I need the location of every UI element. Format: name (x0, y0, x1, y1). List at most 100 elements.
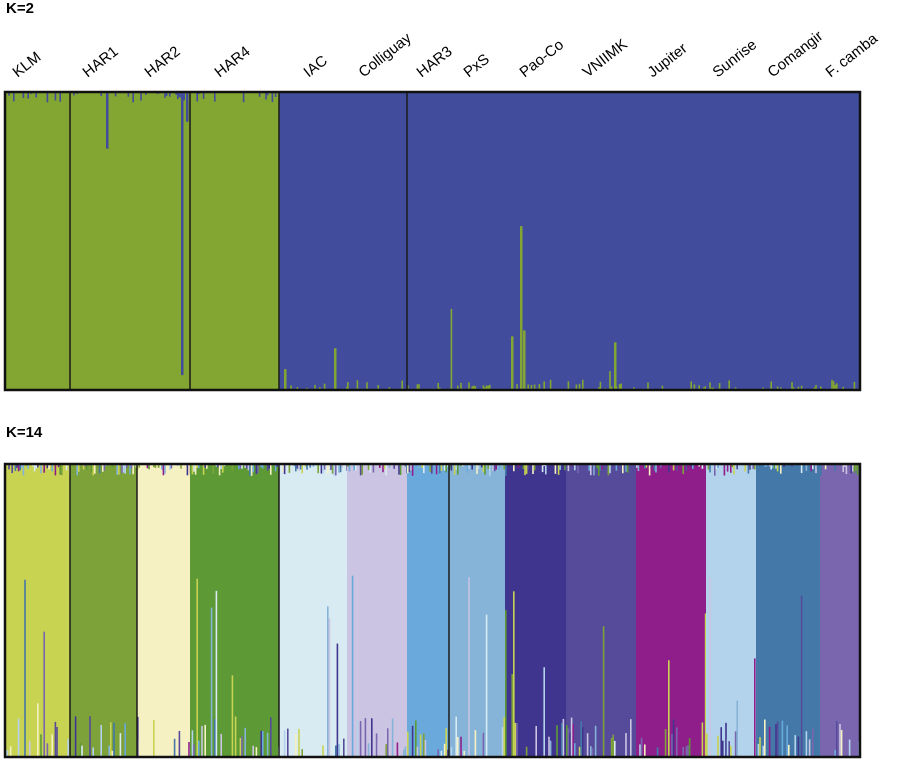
k2-admixture-sliver (175, 92, 177, 95)
k14-admixture-sliver (601, 464, 603, 470)
k14-admixture-sliver (262, 464, 264, 469)
k14-admixture-sliver (276, 464, 278, 467)
k14-admixture-sliver (551, 464, 553, 474)
k14-admixture-sliver (270, 464, 272, 475)
k14-admixture-sliver (304, 464, 307, 467)
k14-admixture-sliver (503, 464, 505, 470)
k14-admixture-sliver (477, 464, 480, 470)
k14-admixture-sliver (457, 737, 459, 757)
k2-admixture-spike (520, 226, 523, 390)
k2-admixture-sliver (388, 387, 391, 390)
k14-admixture-sliver (644, 464, 646, 469)
k14-admixture-sliver (17, 464, 20, 472)
k14-admixture-sliver (614, 740, 616, 757)
k14-admixture-sliver (570, 717, 573, 757)
k14-admixture-sliver (29, 740, 31, 757)
k14-admixture-sliver (598, 464, 600, 476)
k14-admixture-sliver (788, 744, 790, 757)
k14-admixture-sliver (132, 464, 134, 475)
k14-population-bar (137, 464, 190, 757)
k14-admixture-sliver (129, 464, 131, 475)
k2-admixture-sliver (407, 385, 409, 390)
k14-admixture-sliver (201, 725, 203, 757)
k2-admixture-sliver (797, 386, 800, 390)
k14-admixture-sliver (513, 464, 515, 472)
k14-admixture-sliver (178, 730, 181, 757)
k14-admixture-sliver (437, 464, 439, 472)
k14-admixture-sliver (327, 606, 329, 757)
k14-admixture-sliver (468, 577, 470, 757)
k14-admixture-sliver (543, 667, 545, 757)
k14-admixture-sliver (655, 464, 657, 473)
k14-admixture-sliver (593, 464, 595, 476)
k14-admixture-sliver (416, 746, 419, 757)
k14-admixture-sliver (594, 725, 597, 757)
k2-admixture-sliver (800, 385, 803, 390)
k14-population-bar (190, 464, 279, 757)
k14-admixture-sliver (487, 464, 489, 469)
k14-admixture-sliver (126, 464, 128, 468)
k14-admixture-sliver (343, 738, 345, 757)
k14-admixture-sliver (493, 464, 496, 472)
k14-admixture-sliver (35, 464, 37, 469)
k14-admixture-sliver (744, 464, 746, 472)
k14-admixture-sliver (164, 464, 166, 474)
k14-admixture-sliver (54, 721, 57, 757)
k14-admixture-sliver (138, 740, 141, 757)
k14-admixture-sliver (783, 464, 785, 467)
k14-admixture-sliver (118, 464, 120, 475)
k14-admixture-sliver (255, 747, 258, 757)
k14-admixture-sliver (503, 717, 505, 757)
k14-admixture-sliver (287, 728, 289, 757)
k2-admixture-sliver (468, 382, 470, 390)
k2-admixture-sliver (813, 387, 816, 390)
k14-admixture-sliver (844, 464, 846, 468)
k14-admixture-sliver (775, 464, 777, 469)
k14-admixture-sliver (111, 750, 114, 757)
k14-admixture-sliver (234, 716, 237, 757)
k14-admixture-sliver (111, 464, 114, 468)
k2-admixture-sliver (145, 92, 147, 95)
k14-admixture-sliver (399, 464, 402, 475)
k14-admixture-sliver (130, 464, 133, 469)
k2-admixture-sliver (169, 92, 171, 97)
k14-admixture-sliver (680, 464, 683, 474)
k2-admixture-sliver (266, 92, 269, 96)
k14-admixture-sliver (445, 728, 447, 757)
k14-admixture-sliver (411, 725, 414, 757)
k14-admixture-sliver (791, 464, 793, 467)
k14-admixture-sliver (701, 464, 704, 469)
k14-admixture-sliver (301, 464, 303, 474)
k2-admixture-sliver (377, 385, 379, 390)
k14-admixture-sliver (252, 745, 254, 757)
k14-admixture-sliver (701, 722, 704, 757)
k2-admixture-sliver (618, 384, 621, 390)
k14-admixture-sliver (780, 464, 782, 474)
k14-admixture-sliver (848, 739, 851, 757)
k14-admixture-sliver (505, 464, 507, 476)
k14-admixture-sliver (709, 464, 711, 473)
k2-admixture-sliver (73, 92, 75, 96)
k14-admixture-sliver (295, 733, 297, 757)
k14-admixture-sliver (757, 743, 760, 757)
k14-admixture-sliver (485, 614, 488, 757)
k2-admixture-sliver (578, 383, 581, 390)
k14-admixture-sliver (102, 464, 104, 472)
k14-admixture-sliver (124, 464, 126, 474)
k2-admixture-sliver (22, 92, 25, 98)
k2-population-bar (190, 92, 279, 390)
k14-admixture-sliver (249, 464, 251, 476)
k2-admixture-sliver (647, 382, 649, 390)
k14-admixture-sliver (103, 464, 106, 471)
k14-admixture-sliver (421, 464, 423, 468)
k14-admixture-sliver (498, 464, 501, 470)
k14-admixture-sliver (137, 716, 139, 757)
k14-admixture-sliver (808, 464, 811, 469)
k2-admixture-sliver (836, 383, 838, 390)
k14-admixture-sliver (288, 464, 291, 473)
k14-admixture-sliver (749, 464, 751, 470)
k14-admixture-sliver (391, 718, 394, 757)
k14-population-bar (820, 464, 860, 757)
k14-admixture-sliver (856, 464, 859, 476)
